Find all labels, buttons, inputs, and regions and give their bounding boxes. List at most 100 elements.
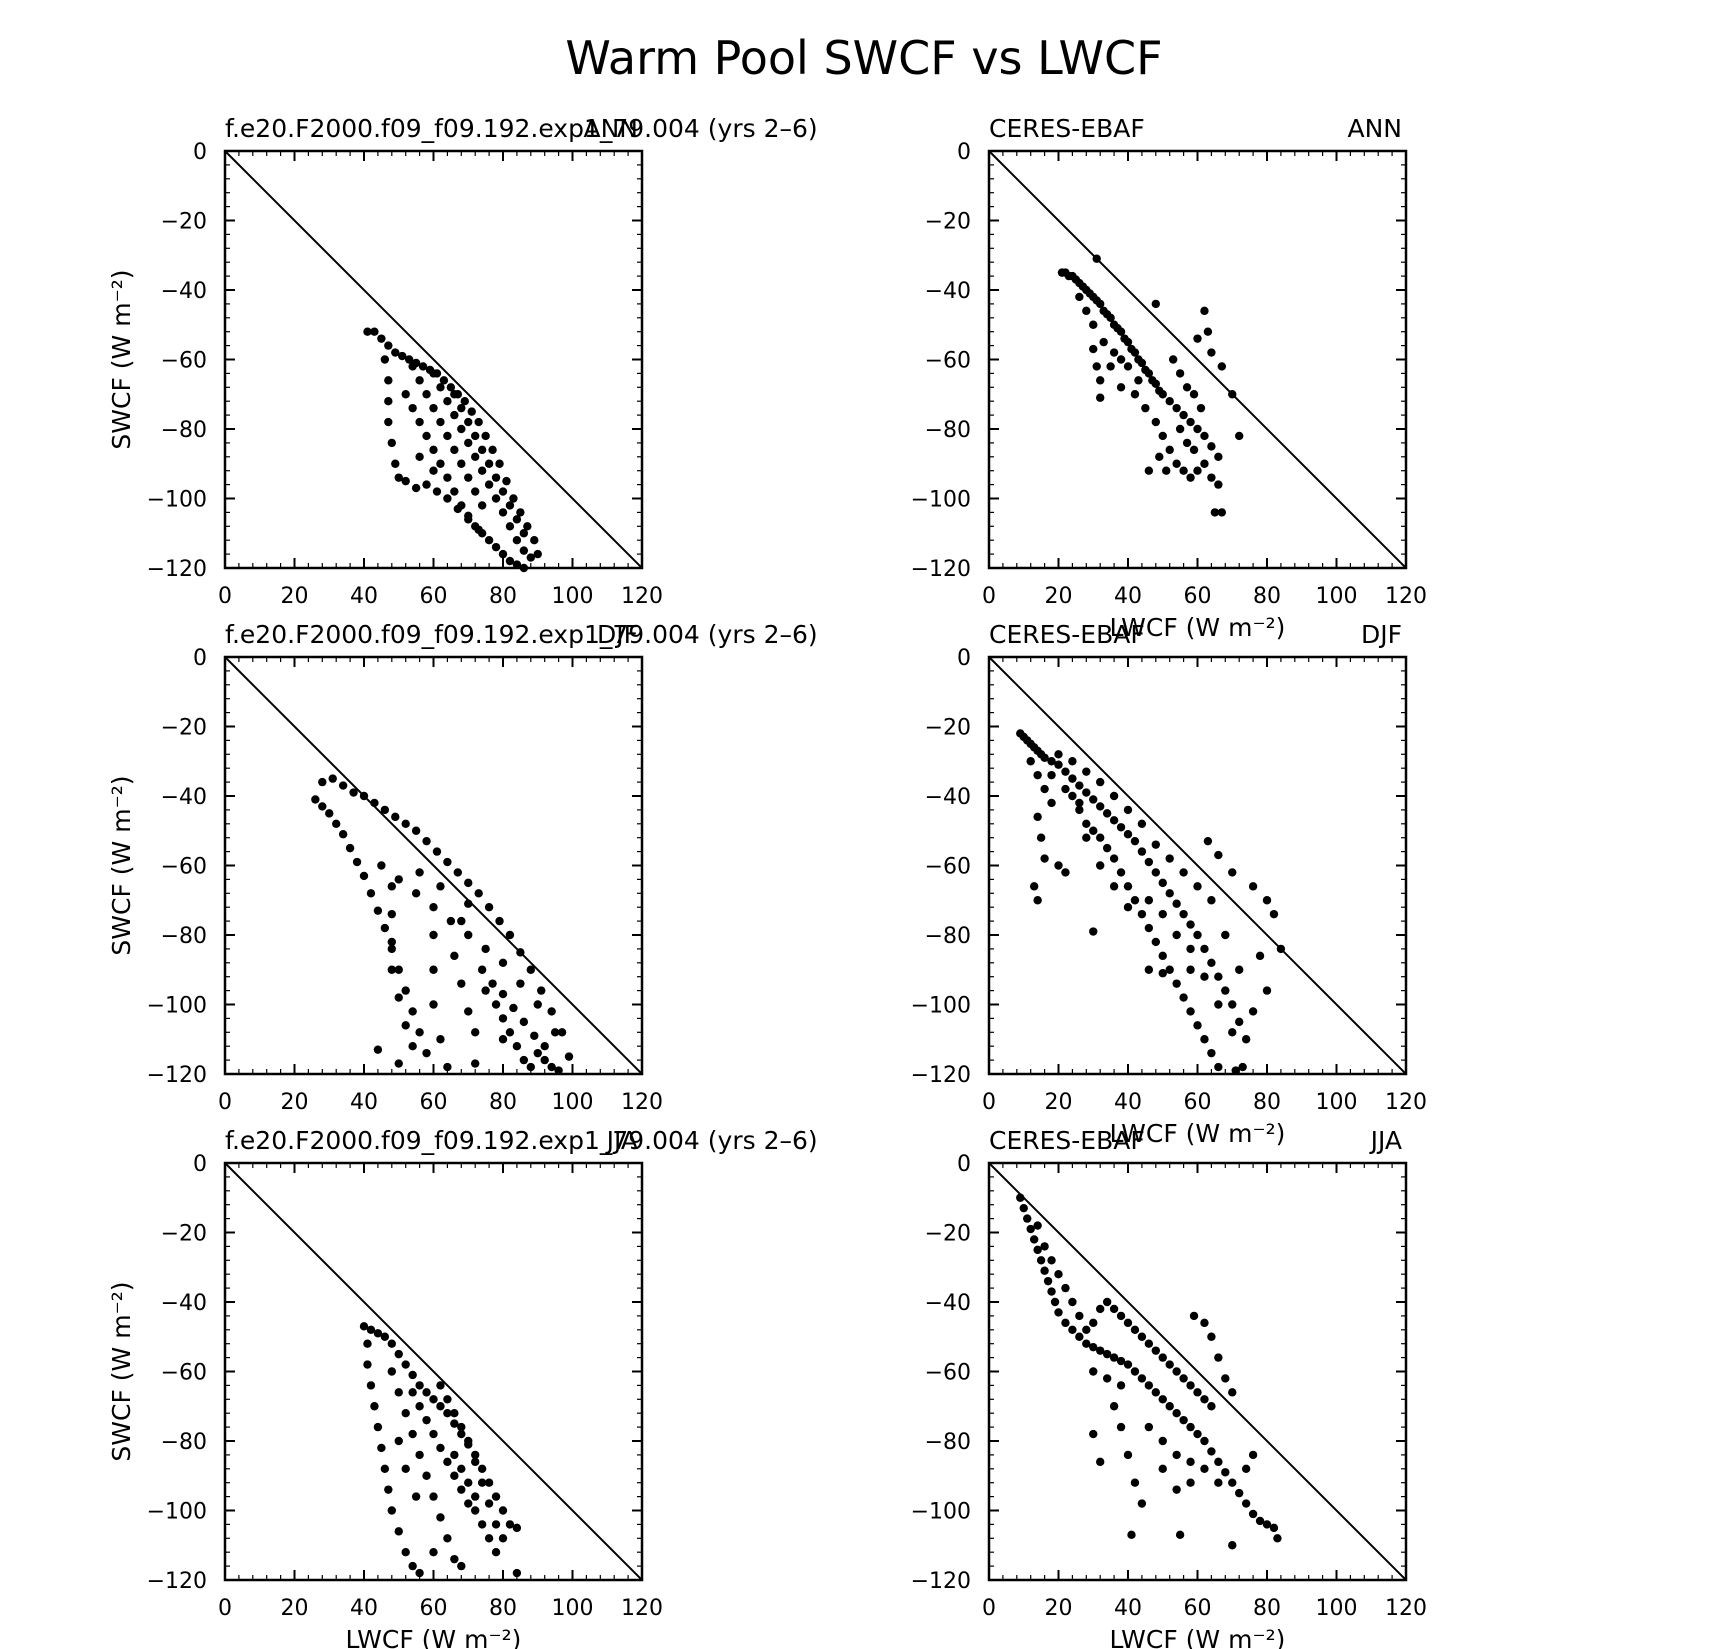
data-point: [1089, 1318, 1098, 1328]
data-point: [491, 542, 501, 552]
data-point: [432, 487, 442, 496]
y-tick-label: 0: [193, 646, 207, 671]
data-point: [394, 1349, 403, 1359]
data-point: [387, 882, 396, 891]
panel-obs-djf: 0 20 40 60 80 100 120 0 −20 −40 −60 −80 −100 −120 CERE…: [911, 620, 1427, 1148]
data-point: [1068, 1325, 1077, 1335]
data-point: [1200, 1318, 1209, 1328]
data-point: [443, 397, 452, 406]
data-point: [338, 781, 348, 790]
data-point: [408, 1370, 417, 1380]
data-point: [1116, 355, 1126, 364]
data-point: [533, 549, 542, 559]
data-point: [457, 1422, 466, 1432]
data-point: [1196, 403, 1206, 413]
data-point: [1207, 1332, 1216, 1341]
data-point: [439, 376, 449, 385]
data-point: [394, 1059, 403, 1068]
data-point: [429, 403, 438, 413]
data-point: [318, 802, 327, 811]
data-point: [432, 847, 442, 856]
data-point: [1123, 903, 1133, 912]
y-tick-label: −100: [147, 994, 207, 1019]
data-point: [450, 487, 459, 496]
data-point: [1116, 1311, 1126, 1321]
data-point: [1186, 417, 1195, 427]
data-point: [464, 473, 473, 482]
data-point: [1123, 1450, 1133, 1460]
data-point: [1214, 972, 1223, 981]
data-point: [1158, 1353, 1167, 1362]
data-point: [1172, 1485, 1181, 1494]
data-point: [1228, 868, 1237, 877]
x-tick-label: 80: [489, 1090, 517, 1115]
data-point: [471, 1457, 480, 1467]
x-tick-label: 80: [489, 1596, 517, 1621]
data-point: [1162, 466, 1171, 475]
data-point: [495, 459, 504, 468]
panel-title-left: CERES-EBAF: [989, 114, 1145, 143]
data-point: [1050, 1297, 1060, 1307]
data-point: [471, 1450, 480, 1460]
data-point: [401, 1464, 410, 1474]
data-point: [1179, 868, 1188, 877]
data-point: [1214, 1353, 1223, 1362]
panel-title-right: DJF: [597, 620, 638, 649]
x-tick-label: 60: [1184, 584, 1212, 609]
data-point: [1221, 1374, 1230, 1383]
x-tick-label: 80: [1253, 1596, 1281, 1621]
data-point: [1228, 1388, 1237, 1397]
data-point: [471, 431, 480, 441]
data-point: [1241, 1464, 1251, 1474]
data-point: [505, 1520, 515, 1529]
data-point: [1200, 1035, 1209, 1044]
data-point: [1109, 854, 1119, 863]
y-tick-label: −40: [161, 279, 207, 304]
data-point: [1144, 923, 1154, 933]
data-point: [537, 986, 546, 995]
data-point: [519, 546, 529, 555]
y-tick-label: −80: [161, 418, 207, 443]
data-point: [1262, 896, 1272, 905]
data-point: [436, 882, 445, 891]
data-point: [491, 494, 501, 503]
axis-ticks: [988, 150, 1407, 569]
data-point: [359, 791, 369, 801]
data-point: [1130, 836, 1140, 846]
scatter-points: [1057, 254, 1244, 517]
data-point: [408, 1042, 417, 1051]
data-point: [471, 1506, 480, 1515]
data-point: [512, 515, 522, 524]
x-tick-label: 100: [1316, 1090, 1358, 1115]
y-tick-label: −60: [925, 855, 971, 880]
data-point: [1179, 1374, 1188, 1383]
x-tick-label: 120: [621, 584, 663, 609]
data-point: [1130, 896, 1140, 905]
data-point: [446, 383, 456, 392]
data-point: [1203, 327, 1213, 336]
data-point: [1182, 383, 1192, 392]
data-point: [1193, 882, 1202, 891]
data-point: [1172, 1367, 1181, 1376]
x-tick-label: 60: [420, 1596, 448, 1621]
data-point: [332, 819, 341, 828]
scatter-points: [359, 1322, 522, 1578]
data-point: [1144, 369, 1154, 378]
data-point: [373, 1329, 383, 1338]
data-point: [436, 1035, 445, 1044]
data-point: [384, 341, 393, 350]
data-point: [457, 403, 466, 413]
data-point: [491, 1520, 501, 1529]
data-point: [1123, 337, 1133, 347]
data-point: [495, 916, 504, 926]
data-point: [464, 417, 473, 427]
data-point: [467, 407, 476, 416]
data-point: [387, 944, 396, 954]
scatter-points: [1016, 1193, 1282, 1550]
data-point: [1102, 1297, 1112, 1307]
data-point: [380, 355, 390, 364]
data-point: [429, 903, 438, 912]
data-point: [1214, 480, 1223, 489]
data-point: [1082, 1325, 1091, 1335]
data-point: [1023, 1214, 1032, 1223]
